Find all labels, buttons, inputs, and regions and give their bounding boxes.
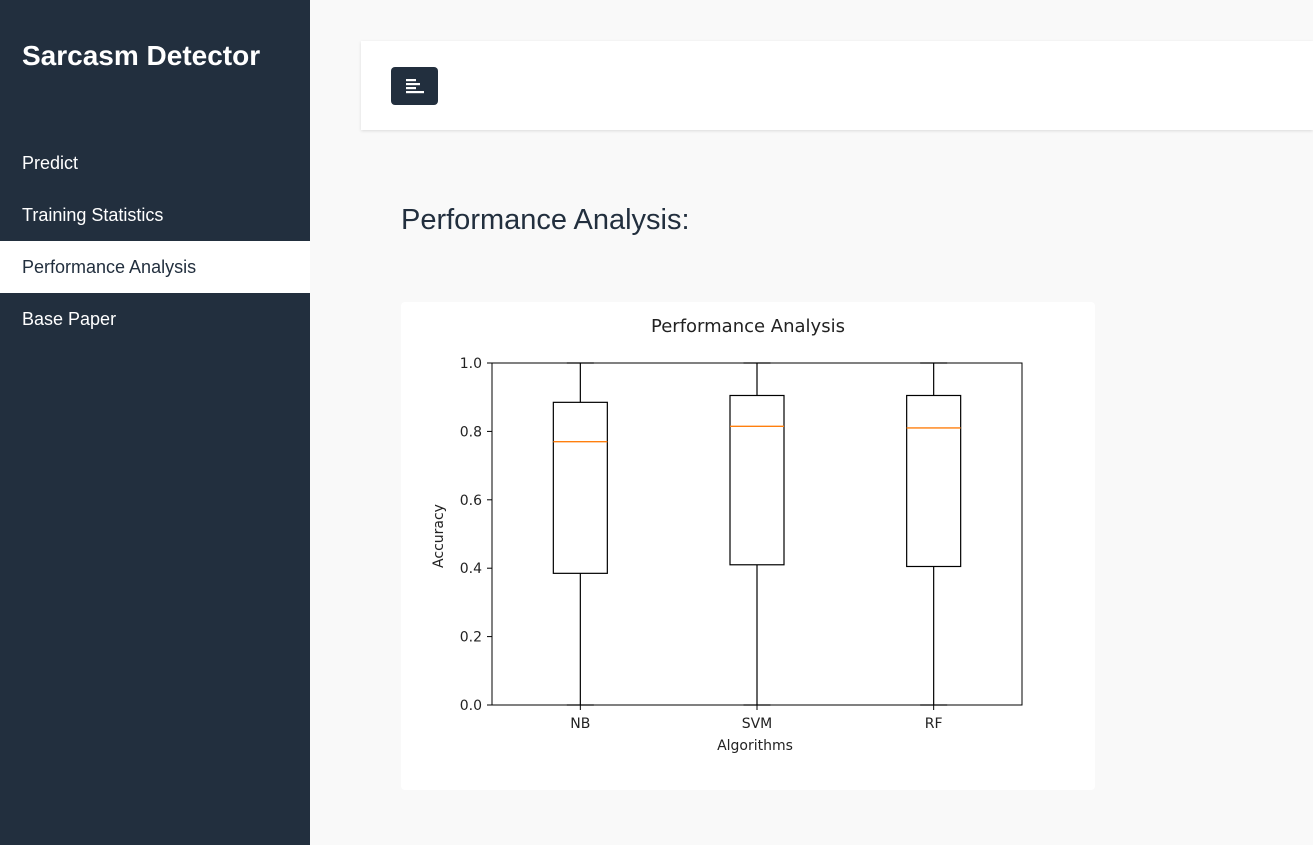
- chart-marks: 0.0 0.2 0.4 0.6 0.8 1.0 NB SVM RF: [460, 356, 1023, 732]
- sidebar-nav: Predict Training Statistics Performance …: [0, 137, 310, 345]
- x-tick-label: RF: [925, 716, 943, 732]
- y-tick-label: 1.0: [460, 356, 482, 372]
- y-tick-label: 0.0: [460, 698, 482, 714]
- top-navbar: [361, 41, 1313, 130]
- y-tick-label: 0.4: [460, 561, 482, 577]
- sidebar-item-base-paper[interactable]: Base Paper: [22, 309, 117, 329]
- sidebar: Sarcasm Detector Predict Training Statis…: [0, 0, 310, 845]
- sidebar-item-training-statistics[interactable]: Training Statistics: [22, 205, 164, 225]
- sidebar-toggle-button[interactable]: [391, 67, 438, 105]
- chart-title: Performance Analysis: [651, 316, 845, 337]
- y-tick-label: 0.8: [460, 424, 482, 440]
- performance-boxplot: Performance Analysis Algorithms Accuracy…: [431, 316, 1023, 754]
- x-tick-label: SVM: [742, 716, 773, 732]
- sidebar-item-predict[interactable]: Predict: [22, 153, 79, 173]
- align-left-icon: [405, 79, 424, 94]
- chart-card: Performance Analysis Algorithms Accuracy…: [401, 302, 1095, 790]
- box-nb: [552, 401, 608, 574]
- app-brand: Sarcasm Detector: [22, 40, 261, 71]
- y-tick-label: 0.2: [460, 630, 482, 646]
- box-rf: [906, 394, 962, 568]
- x-axis-label: Algorithms: [717, 738, 793, 754]
- page-title: Performance Analysis:: [401, 204, 690, 236]
- x-tick-label: NB: [570, 716, 590, 732]
- y-tick-label: 0.6: [460, 493, 482, 509]
- box-svm: [729, 394, 785, 566]
- y-axis-label: Accuracy: [431, 504, 447, 568]
- sidebar-item-performance-analysis[interactable]: Performance Analysis: [0, 241, 310, 293]
